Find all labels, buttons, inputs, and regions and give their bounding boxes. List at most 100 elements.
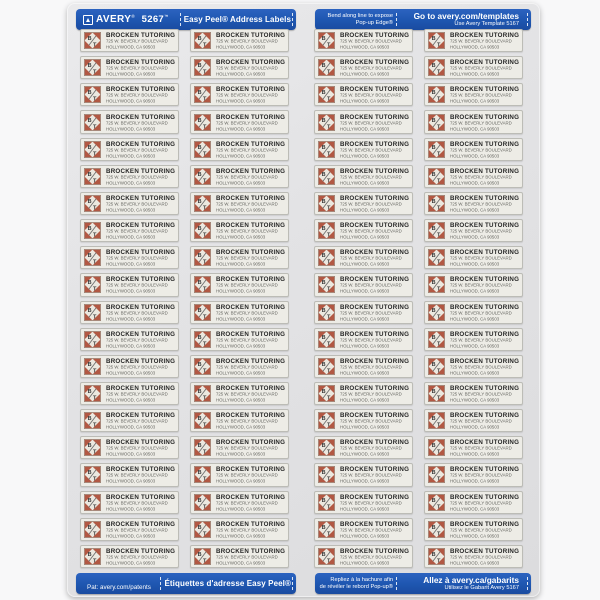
svg-text:B: B: [322, 498, 326, 504]
svg-text:B: B: [322, 281, 326, 287]
bt-monogram-icon: B T: [428, 412, 445, 430]
svg-text:B: B: [322, 63, 326, 69]
svg-text:B: B: [432, 308, 436, 314]
bt-monogram-icon: B T: [318, 276, 335, 294]
label-company-name: BROCKEN TUTORING: [106, 385, 176, 393]
svg-text:B: B: [198, 199, 202, 205]
label-text-block: BROCKEN TUTORING 725 W. BEVERLY BOULEVAR…: [335, 410, 412, 431]
bt-monogram-icon: B T: [318, 59, 335, 77]
label-address-line1: 725 W. BEVERLY BOULEVARD: [340, 257, 402, 262]
label-address-line1: 725 W. BEVERLY BOULEVARD: [106, 365, 168, 371]
bt-monogram-icon: B T: [194, 385, 211, 403]
address-label: B T BROCKEN TUTORING 725 W. BEVERLY BOUL…: [424, 56, 523, 80]
address-label: B T BROCKEN TUTORING 725 W. BEVERLY BOUL…: [80, 436, 179, 460]
brand-name: AVERY: [96, 14, 132, 25]
address-label: B T BROCKEN TUTORING 725 W. BEVERLY BOUL…: [424, 490, 523, 514]
bt-monogram-icon: B T: [84, 113, 101, 131]
svg-text:B: B: [432, 281, 436, 287]
svg-text:T: T: [327, 42, 331, 48]
label-company-name: BROCKEN TUTORING: [106, 249, 176, 257]
bt-monogram-icon: B T: [428, 32, 445, 50]
label-address-line1: 725 W. BEVERLY BOULEVARD: [340, 284, 402, 289]
label-company-name: BROCKEN TUTORING: [340, 32, 410, 40]
svg-text:T: T: [203, 450, 207, 456]
fold-instruction-fr-line2: de révéler le rebord Pop-up®: [319, 583, 393, 590]
label-company-name: BROCKEN TUTORING: [450, 32, 520, 40]
svg-text:B: B: [432, 36, 436, 42]
label-company-name: BROCKEN TUTORING: [340, 167, 410, 175]
bt-monogram-icon: B T: [84, 86, 101, 104]
label-text-block: BROCKEN TUTORING 725 W. BEVERLY BOULEVAR…: [211, 383, 288, 404]
label-company-name: BROCKEN TUTORING: [450, 385, 520, 393]
svg-text:T: T: [93, 287, 97, 293]
label-company-name: BROCKEN TUTORING: [216, 412, 286, 420]
svg-text:B: B: [88, 552, 92, 558]
label-text-block: BROCKEN TUTORING 725 W. BEVERLY BOULEVAR…: [211, 302, 288, 323]
label-address-line1: 725 W. BEVERLY BOULEVARD: [450, 311, 512, 316]
svg-text:T: T: [437, 42, 441, 48]
svg-text:B: B: [322, 172, 326, 178]
bt-monogram-icon: B T: [428, 59, 445, 77]
address-label: B T BROCKEN TUTORING 725 W. BEVERLY BOUL…: [80, 29, 179, 53]
label-address-line2: HOLLYWOOD, CA 90503: [216, 480, 266, 485]
label-address-line2: HOLLYWOOD, CA 90503: [340, 371, 390, 377]
address-label: B T BROCKEN TUTORING 725 W. BEVERLY BOUL…: [314, 544, 413, 569]
trademark-mark: ™: [164, 13, 169, 19]
label-address-line2: HOLLYWOOD, CA 90503: [450, 208, 500, 214]
svg-text:B: B: [198, 498, 202, 504]
label-address-line1: 725 W. BEVERLY BOULEVARD: [450, 338, 512, 343]
bt-monogram-icon: B T: [194, 439, 211, 457]
bt-monogram-icon: B T: [84, 493, 101, 511]
label-address-line2: HOLLYWOOD, CA 90503: [450, 344, 500, 349]
svg-text:T: T: [203, 42, 207, 48]
label-address-line2: HOLLYWOOD, CA 90503: [106, 208, 156, 214]
svg-text:B: B: [322, 416, 326, 422]
label-text-block: BROCKEN TUTORING 725 W. BEVERLY BOULEVAR…: [335, 139, 412, 160]
label-company-name: BROCKEN TUTORING: [216, 385, 286, 393]
svg-text:T: T: [437, 504, 441, 510]
svg-text:B: B: [198, 444, 202, 450]
label-company-name: BROCKEN TUTORING: [106, 330, 176, 338]
label-address-line1: 725 W. BEVERLY BOULEVARD: [106, 175, 168, 181]
bt-monogram-icon: B T: [428, 276, 445, 294]
label-address-line1: 725 W. BEVERLY BOULEVARD: [340, 420, 402, 425]
bt-monogram-icon: B T: [318, 330, 335, 348]
label-address-line1: 725 W. BEVERLY BOULEVARD: [106, 94, 168, 99]
address-label: B T BROCKEN TUTORING 725 W. BEVERLY BOUL…: [190, 191, 289, 216]
bt-monogram-icon: B T: [318, 113, 335, 131]
address-label: B T BROCKEN TUTORING 725 W. BEVERLY BOUL…: [424, 354, 523, 378]
label-address-line2: HOLLYWOOD, CA 90503: [106, 453, 156, 458]
label-company-name: BROCKEN TUTORING: [106, 547, 176, 555]
label-company-name: BROCKEN TUTORING: [340, 493, 410, 501]
svg-text:B: B: [432, 444, 436, 450]
svg-text:T: T: [203, 531, 207, 537]
address-label: B T BROCKEN TUTORING 725 W. BEVERLY BOUL…: [424, 544, 523, 569]
address-label: B T BROCKEN TUTORING 725 W. BEVERLY BOUL…: [424, 29, 523, 53]
perforation-mark: [179, 13, 181, 26]
label-company-name: BROCKEN TUTORING: [216, 222, 286, 230]
address-label: B T BROCKEN TUTORING 725 W. BEVERLY BOUL…: [424, 83, 523, 107]
label-address-line1: 725 W. BEVERLY BOULEVARD: [216, 338, 278, 343]
svg-text:B: B: [432, 118, 436, 124]
label-address-line2: HOLLYWOOD, CA 90503: [216, 181, 266, 187]
svg-text:B: B: [88, 172, 92, 178]
svg-text:T: T: [437, 341, 441, 347]
svg-text:T: T: [437, 151, 441, 157]
label-address-line2: HOLLYWOOD, CA 90503: [216, 208, 266, 214]
label-address-line1: 725 W. BEVERLY BOULEVARD: [450, 202, 512, 208]
label-company-name: BROCKEN TUTORING: [216, 113, 286, 121]
label-address-line1: 725 W. BEVERLY BOULEVARD: [106, 67, 168, 72]
label-text-block: BROCKEN TUTORING 725 W. BEVERLY BOULEVAR…: [211, 437, 288, 458]
address-label: B T BROCKEN TUTORING 725 W. BEVERLY BOUL…: [190, 517, 289, 541]
address-label: B T BROCKEN TUTORING 725 W. BEVERLY BOUL…: [80, 191, 179, 216]
svg-text:B: B: [432, 226, 436, 232]
label-address-line1: 725 W. BEVERLY BOULEVARD: [216, 501, 278, 506]
address-label: B T BROCKEN TUTORING 725 W. BEVERLY BOUL…: [80, 381, 179, 406]
label-text-block: BROCKEN TUTORING 725 W. BEVERLY BOULEVAR…: [335, 329, 412, 350]
product-name-segment: Easy Peel® Address Labels: [183, 15, 291, 24]
label-address-line1: 725 W. BEVERLY BOULEVARD: [106, 202, 168, 208]
bt-monogram-icon: B T: [428, 330, 445, 348]
address-label: B T BROCKEN TUTORING 725 W. BEVERLY BOUL…: [424, 246, 523, 270]
label-address-line1: 725 W. BEVERLY BOULEVARD: [450, 257, 512, 262]
bt-monogram-icon: B T: [84, 412, 101, 430]
